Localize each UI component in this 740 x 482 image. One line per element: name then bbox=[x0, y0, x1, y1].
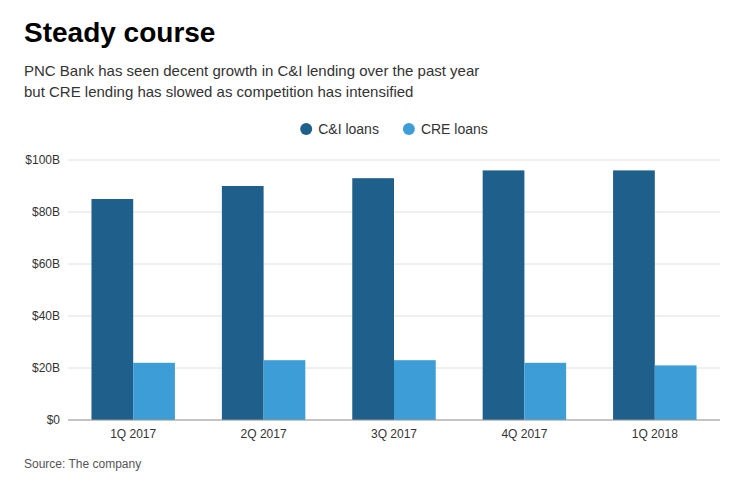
y-tick-label: $0 bbox=[47, 413, 61, 427]
x-tick-label: 3Q 2017 bbox=[371, 427, 417, 441]
x-tick-label: 1Q 2017 bbox=[110, 427, 156, 441]
bars bbox=[91, 170, 696, 420]
y-tick-label: $100B bbox=[25, 153, 60, 167]
bar bbox=[264, 360, 306, 420]
bar bbox=[483, 170, 525, 420]
x-tick-label: 2Q 2017 bbox=[241, 427, 287, 441]
bar bbox=[222, 186, 264, 420]
bar bbox=[524, 363, 566, 420]
x-tick-label: 4Q 2017 bbox=[501, 427, 547, 441]
y-tick-label: $60B bbox=[32, 257, 60, 271]
subtitle-line: PNC Bank has seen decent growth in C&I l… bbox=[24, 62, 479, 79]
legend-marker bbox=[403, 123, 415, 135]
grid-line bbox=[68, 420, 720, 421]
subtitle: PNC Bank has seen decent growth in C&I l… bbox=[24, 62, 479, 100]
subtitle-line: but CRE lending has slowed as competitio… bbox=[24, 83, 413, 100]
grid-line bbox=[68, 160, 720, 161]
y-tick-label: $80B bbox=[32, 205, 60, 219]
y-tick-label: $20B bbox=[32, 361, 60, 375]
x-axis-line bbox=[68, 420, 720, 421]
bar bbox=[394, 360, 436, 420]
bar bbox=[91, 199, 133, 420]
bar bbox=[613, 170, 655, 420]
y-tick-label: $40B bbox=[32, 309, 60, 323]
source: Source: The company bbox=[24, 457, 141, 471]
bar bbox=[352, 178, 394, 420]
chart: Steady course PNC Bank has seen decent gr… bbox=[0, 0, 740, 482]
title: Steady course bbox=[24, 17, 215, 48]
grid bbox=[68, 160, 720, 420]
x-tick-label: 1Q 2018 bbox=[632, 427, 678, 441]
legend-label: CRE loans bbox=[421, 121, 488, 137]
legend-label: C&I loans bbox=[318, 121, 379, 137]
bar bbox=[655, 365, 697, 420]
bar bbox=[133, 363, 175, 420]
legend: C&I loans CRE loans bbox=[300, 121, 488, 137]
legend-marker bbox=[300, 123, 312, 135]
